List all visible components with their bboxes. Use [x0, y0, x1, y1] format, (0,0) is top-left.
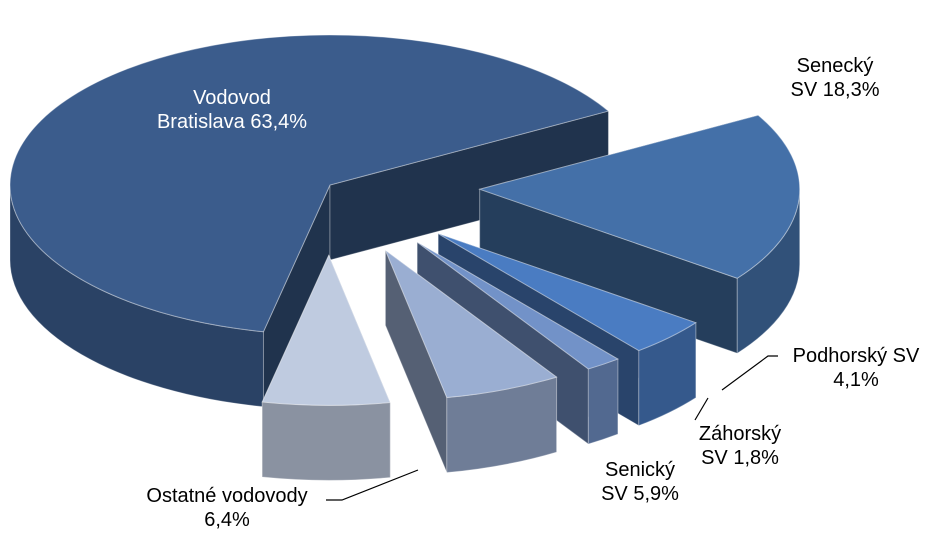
slice-wall: [587, 358, 619, 445]
leader-line: [326, 469, 419, 501]
slice-wall: [261, 401, 391, 481]
leader-line: [721, 355, 778, 391]
data-label: Podhorský SV 4,1%: [792, 345, 920, 391]
leader-line: [694, 397, 709, 421]
data-label: Vodovod Bratislava 63,4%: [156, 87, 308, 133]
data-label: Záhorský SV 1,8%: [698, 423, 782, 469]
data-label: Ostatné vodovody 6,4%: [146, 485, 308, 531]
data-label: Senecký SV 18,3%: [790, 55, 880, 101]
data-label: Senický SV 5,9%: [601, 459, 679, 505]
slice: [261, 254, 391, 406]
slice: [9, 34, 610, 333]
slice-side: [479, 188, 738, 354]
slice: [478, 114, 801, 279]
slice: [384, 248, 558, 399]
slice-side: [384, 250, 448, 473]
slice: [416, 241, 619, 370]
slice: [438, 233, 697, 352]
